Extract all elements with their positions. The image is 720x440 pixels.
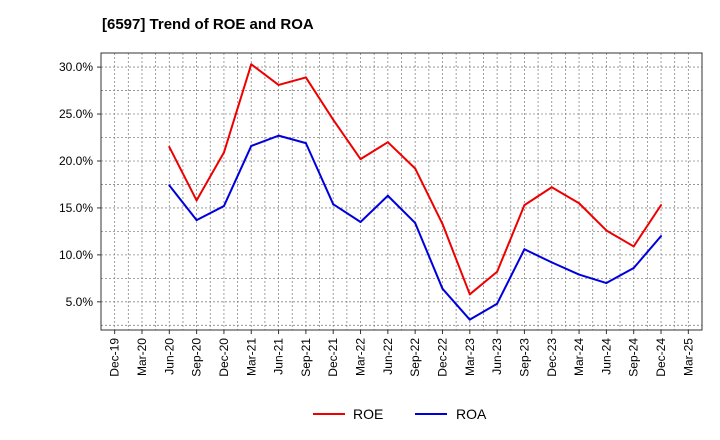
data-point-roe — [250, 63, 253, 66]
x-tick-label: Dec-24 — [654, 338, 668, 377]
y-tick-label: 10.0% — [59, 248, 93, 262]
x-tick-label: Sep-22 — [408, 338, 422, 377]
data-point-roe — [632, 245, 635, 248]
data-point-roe — [332, 118, 335, 121]
x-tick-label: Dec-22 — [435, 338, 449, 377]
series-line-roa — [168, 134, 662, 321]
data-point-roa — [277, 134, 280, 137]
data-point-roa — [195, 219, 198, 222]
data-point-roe — [277, 83, 280, 86]
data-point-roe — [468, 293, 471, 296]
data-point-roe — [414, 167, 417, 170]
data-point-roa — [250, 144, 253, 147]
plot-area-frame — [100, 52, 703, 331]
x-tick-label: Sep-21 — [299, 338, 313, 377]
x-tick-label: Mar-23 — [463, 338, 477, 376]
data-point-roa — [605, 282, 608, 285]
data-point-roa — [304, 142, 307, 145]
data-point-roe — [359, 158, 362, 161]
x-tick-label: Mar-21 — [244, 338, 258, 376]
data-point-roe — [222, 151, 225, 154]
data-point-roa — [222, 205, 225, 208]
x-tick-label: Jun-22 — [381, 338, 395, 375]
x-tick-label: Jun-20 — [162, 338, 176, 375]
data-point-roe — [550, 186, 553, 189]
data-point-roe — [441, 222, 444, 225]
data-point-roa — [359, 221, 362, 224]
x-tick-label: Dec-19 — [108, 338, 122, 377]
data-point-roe — [523, 204, 526, 207]
data-point-roe — [578, 202, 581, 205]
data-point-roe — [195, 199, 198, 202]
chart-title: [6597] Trend of ROE and ROA — [102, 16, 314, 33]
x-tick-label: Jun-21 — [272, 338, 286, 375]
data-point-roa — [632, 267, 635, 270]
x-tick-label: Dec-23 — [545, 338, 559, 377]
data-point-roe — [168, 145, 171, 148]
x-tick-label: Mar-20 — [135, 338, 149, 376]
x-tick-label: Jun-24 — [599, 338, 613, 375]
data-point-roa — [332, 203, 335, 206]
legend: ROE ROA — [313, 406, 487, 422]
x-tick-label: Sep-24 — [627, 338, 641, 377]
y-tick-label: 20.0% — [59, 154, 93, 168]
data-point-roa — [660, 235, 663, 238]
x-tick-label: Sep-23 — [517, 338, 531, 377]
y-axis: 5.0% 10.0% 15.0% 20.0% 25.0% 30.0% — [59, 60, 101, 309]
x-tick-label: Mar-25 — [681, 338, 695, 376]
x-axis: Dec-19 Mar-20 Jun-20 Sep-20 Dec-20 Mar-21 Jun-… — [108, 330, 695, 377]
data-point-roe — [660, 204, 663, 207]
data-point-roa — [441, 287, 444, 290]
data-point-roa — [496, 302, 499, 305]
x-tick-label: Jun-23 — [490, 338, 504, 375]
data-point-roa — [550, 261, 553, 264]
y-tick-label: 15.0% — [59, 201, 93, 215]
legend-label-roa: ROA — [456, 406, 487, 422]
data-point-roa — [414, 221, 417, 224]
data-point-roe — [304, 76, 307, 79]
x-tick-label: Sep-20 — [190, 338, 204, 377]
data-point-roa — [168, 184, 171, 187]
y-tick-label: 5.0% — [66, 295, 94, 309]
x-tick-label: Dec-21 — [326, 338, 340, 377]
data-point-roa — [578, 273, 581, 276]
x-tick-label: Dec-20 — [217, 338, 231, 377]
data-point-roa — [468, 318, 471, 321]
grid-layer — [100, 53, 703, 330]
data-point-roe — [496, 270, 499, 273]
x-tick-label: Mar-24 — [572, 338, 586, 376]
data-point-roe — [605, 229, 608, 232]
data-point-roe — [386, 141, 389, 144]
data-point-roa — [386, 194, 389, 197]
y-tick-label: 30.0% — [59, 60, 93, 74]
y-tick-label: 25.0% — [59, 107, 93, 121]
x-tick-label: Mar-22 — [354, 338, 368, 376]
legend-label-roe: ROE — [353, 406, 383, 422]
data-point-roa — [523, 248, 526, 251]
series-layer — [168, 63, 663, 321]
